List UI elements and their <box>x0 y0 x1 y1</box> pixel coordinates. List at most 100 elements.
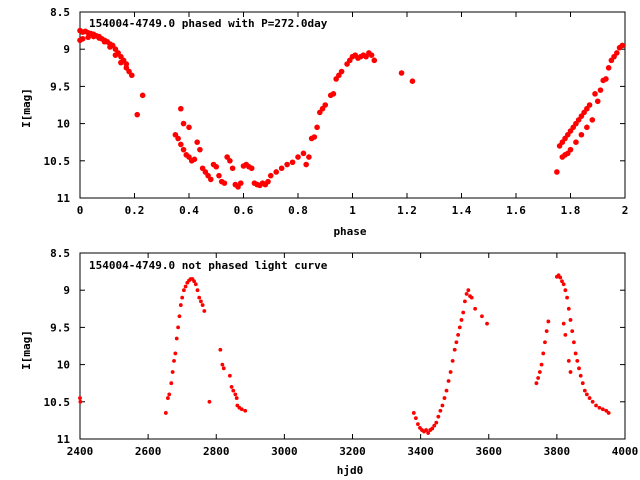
phased-data-point <box>584 124 590 131</box>
unphased-ticks <box>79 252 626 440</box>
phased-data-point <box>186 124 192 131</box>
unphased-title: 154004-4749.0 not phased light curve <box>89 259 328 272</box>
unphased-data-point <box>178 303 183 307</box>
unphased-data-point <box>566 358 571 363</box>
unphased-data-point <box>536 376 541 380</box>
phased-data-point <box>208 176 214 183</box>
phased-data-point <box>180 120 187 127</box>
unphased-data-point <box>432 423 437 428</box>
phased-data-point <box>107 44 113 50</box>
unphased-x-tick-label: 3800 <box>544 445 571 458</box>
phased-data-point <box>300 150 307 157</box>
phased-y-tick-label: 9 <box>63 43 70 56</box>
unphased-x-tick-label: 2400 <box>67 445 94 458</box>
unphased-data-point <box>424 428 428 432</box>
unphased-x-tick-label: 3600 <box>476 445 503 458</box>
phased-data-point <box>314 124 320 131</box>
unphased-data-point <box>466 288 471 293</box>
unphased-x-tick-label: 4000 <box>612 445 639 458</box>
phased-x-tick-label: 1.8 <box>561 204 581 217</box>
phased-data-point <box>605 65 612 71</box>
unphased-data-point <box>163 411 168 415</box>
unphased-x-tick-label: 3000 <box>271 445 298 458</box>
phased-data-point <box>139 92 146 99</box>
unphased-tick-labels: 2400 2600 2800 3000 3200 3400 3600 3800 4000 8.5 9… <box>44 247 639 458</box>
unphased-data-point <box>78 399 83 404</box>
unphased-data-point <box>570 329 575 334</box>
unphased-data-point <box>207 399 212 404</box>
unphased-data-point <box>218 347 223 352</box>
unphased-data-point <box>534 381 539 386</box>
phased-y-tick-label: 8.5 <box>50 6 70 19</box>
unphased-y-tick-label: 9.5 <box>50 321 70 334</box>
unphased-data-point <box>543 340 547 345</box>
phased-data-point <box>338 68 345 75</box>
phased-data-point <box>79 35 86 42</box>
unphased-data-point <box>438 408 443 413</box>
phased-points <box>77 27 626 190</box>
unphased-data-point <box>606 411 611 415</box>
unphased-data-point <box>233 392 238 397</box>
phased-data-point <box>180 146 187 153</box>
unphased-data-point <box>234 396 239 400</box>
unphased-data-point <box>541 351 546 356</box>
unphased-data-point <box>587 396 592 400</box>
phased-x-tick-label: 2 <box>622 204 629 217</box>
unphased-data-point <box>180 295 185 300</box>
phased-data-point <box>112 52 119 58</box>
unphased-data-point <box>464 292 469 296</box>
phased-data-point <box>578 131 585 138</box>
unphased-data-point <box>590 399 595 404</box>
unphased-data-point <box>480 314 484 319</box>
unphased-data-point <box>243 408 248 413</box>
unphased-data-point <box>221 366 226 371</box>
unphased-data-point <box>165 396 170 400</box>
phased-data-point <box>603 76 609 82</box>
phased-data-point <box>229 165 236 172</box>
phased-data-point <box>614 50 620 56</box>
unphased-data-point <box>442 396 447 400</box>
unphased-data-point <box>573 351 578 356</box>
phased-data-point <box>330 91 337 97</box>
unphased-data-point <box>461 310 466 315</box>
unphased-data-point <box>173 351 178 356</box>
phased-x-tick-label: 0.4 <box>179 204 199 217</box>
unphased-data-point <box>582 388 587 393</box>
phased-data-point <box>589 117 596 123</box>
phased-tick-labels: 0 0.2 0.4 0.6 0.8 1 1.2 1.4 1.6 1.8 2 8.5 9 9.5 10 10.5… <box>44 6 629 217</box>
unphased-data-point <box>600 407 605 412</box>
unphased-chart: 2400 2600 2800 3000 3200 3400 3600 3800 4000 8.5 9… <box>20 247 638 477</box>
phased-data-point <box>409 78 416 84</box>
unphased-data-point <box>199 299 203 304</box>
phased-x-tick-label: 1.4 <box>452 204 472 217</box>
unphased-data-point <box>597 405 602 410</box>
phased-data-point <box>273 169 280 175</box>
phased-title: 154004-4749.0 phased with P=272.0day <box>89 17 328 30</box>
phased-data-point <box>175 135 181 142</box>
phased-data-point <box>322 102 329 108</box>
phased-data-point <box>554 169 560 175</box>
unphased-data-point <box>202 309 207 313</box>
phased-x-tick-label: 1.6 <box>506 204 526 217</box>
unphased-data-point <box>558 275 563 280</box>
phased-data-point <box>194 139 200 145</box>
unphased-y-tick-label: 10.5 <box>44 396 71 409</box>
unphased-data-point <box>565 295 569 300</box>
unphased-data-point <box>192 279 197 284</box>
phased-data-point <box>278 165 285 172</box>
phased-chart: 0 0.2 0.4 0.6 0.8 1 1.2 1.4 1.6 1.8 2 8.5 9 9.5 10 10.5… <box>20 6 628 238</box>
unphased-data-point <box>177 314 182 319</box>
unphased-data-point <box>434 420 439 425</box>
phased-data-point <box>178 105 184 112</box>
phased-x-axis-label: phase <box>333 225 366 238</box>
unphased-data-point <box>416 422 420 427</box>
unphased-data-point <box>537 370 542 374</box>
phased-data-point <box>567 146 574 153</box>
phased-data-point <box>96 35 102 41</box>
phased-x-tick-label: 0 <box>77 204 84 217</box>
unphased-data-point <box>580 381 585 386</box>
phased-data-point <box>289 159 296 166</box>
phased-y-axis-label: I[mag] <box>20 88 33 128</box>
unphased-data-point <box>546 319 551 324</box>
phased-data-point <box>213 163 220 170</box>
